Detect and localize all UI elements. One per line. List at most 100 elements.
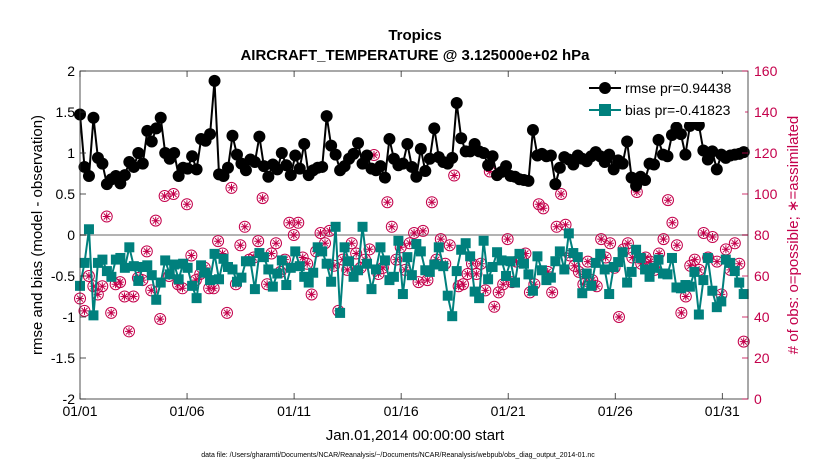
obs-possible-marker <box>100 210 113 223</box>
obs-assimilated-asterisk <box>708 233 717 241</box>
obs-assimilated-marker <box>459 280 468 289</box>
obs-assimilated-asterisk <box>427 198 436 207</box>
obs-possible-marker <box>501 233 514 246</box>
obs-assimilated-asterisk <box>365 245 374 254</box>
obs-assimilated-marker <box>668 218 677 227</box>
obs-possible-marker <box>158 190 171 203</box>
obs-assimilated-asterisk <box>329 261 338 270</box>
bias-point <box>424 266 435 277</box>
rmse-point <box>410 170 423 183</box>
obs-assimilated-asterisk <box>735 259 744 268</box>
obs-possible-marker <box>675 306 688 319</box>
obs-assimilated-marker <box>686 261 695 270</box>
bias-point <box>326 276 337 287</box>
obs-assimilated-marker <box>721 245 730 254</box>
obs-assimilated-marker <box>490 302 499 311</box>
rmse-point <box>132 147 145 159</box>
bias-point <box>451 266 462 277</box>
obs-assimilated-asterisk <box>677 308 686 317</box>
bias-point <box>653 254 664 265</box>
obs-assimilated-asterisk <box>111 280 120 289</box>
obs-assimilated-asterisk <box>396 243 405 252</box>
bias-point <box>124 242 135 253</box>
obs-assimilated-asterisk <box>258 194 267 203</box>
x-axis-label: Jan.01,2014 00:00:00 start <box>326 427 505 444</box>
obs-assimilated-marker <box>156 315 165 324</box>
obs-assimilated-asterisk <box>485 167 494 176</box>
chart-title: Tropics <box>388 27 441 44</box>
rmse-point <box>361 149 374 162</box>
bias-point <box>106 271 117 282</box>
rmse-point <box>526 124 539 137</box>
obs-possible-marker <box>180 198 193 211</box>
obs-assimilated-marker <box>739 337 748 346</box>
y-tick-label: -0.5 <box>51 268 75 284</box>
obs-assimilated-asterisk <box>169 190 178 198</box>
rmse-point <box>352 137 365 150</box>
obs-assimilated-marker <box>343 265 352 274</box>
bias-point <box>388 271 399 282</box>
bias-point <box>164 269 175 280</box>
obs-assimilated-marker <box>681 292 690 301</box>
rmse-point <box>522 174 535 187</box>
obs-assimilated-marker <box>298 253 307 262</box>
obs-assimilated-asterisk <box>227 183 236 192</box>
obs-assimilated-asterisk <box>450 171 459 180</box>
obs-assimilated-marker <box>539 204 548 213</box>
bias-point <box>572 252 583 263</box>
obs-assimilated-asterisk <box>383 198 392 207</box>
y2-axis-label: # of obs: o=possible; ∗=assimilated <box>785 116 802 355</box>
obs-assimilated-asterisk <box>84 272 93 280</box>
obs-assimilated-marker <box>321 239 329 248</box>
rmse-point <box>275 147 288 159</box>
chart-subtitle: AIRCRAFT_TEMPERATURE @ 3.125000e+02 hPa <box>240 47 590 64</box>
obs-assimilated-asterisk <box>423 276 432 285</box>
obs-assimilated-marker <box>84 272 93 280</box>
rmse-point <box>621 135 634 148</box>
bias-point <box>272 268 283 279</box>
rmse-point <box>262 170 275 183</box>
rmse-point <box>78 160 91 173</box>
obs-assimilated-marker <box>436 235 445 244</box>
rmse-point <box>181 162 194 175</box>
bias-point <box>187 280 198 291</box>
obs-possible-marker <box>612 311 625 323</box>
obs-possible-marker <box>604 237 617 250</box>
obs-assimilated-asterisk <box>668 218 677 227</box>
bias-point <box>205 275 216 286</box>
rmse-point <box>320 110 333 123</box>
obs-possible-marker <box>269 237 282 250</box>
rmse-point <box>639 174 652 187</box>
rmse-point <box>168 147 181 159</box>
obs-assimilated-asterisk <box>236 241 245 250</box>
obs-assimilated-marker <box>80 306 89 315</box>
bias-point <box>209 248 220 259</box>
obs-possible-marker <box>666 216 679 229</box>
obs-assimilated-asterisk <box>499 280 508 289</box>
obs-assimilated-marker <box>191 276 200 285</box>
bias-point <box>79 257 90 268</box>
y2-tick-label: 160 <box>754 63 778 79</box>
bias-point <box>258 252 269 263</box>
bias-point <box>738 289 749 300</box>
obs-assimilated-marker <box>187 251 196 260</box>
bias-point <box>169 259 180 270</box>
bias-point <box>370 264 381 275</box>
rmse-point <box>150 122 163 135</box>
rmse-point <box>419 165 432 178</box>
bias-point <box>236 272 247 283</box>
obs-assimilated-asterisk <box>570 261 579 270</box>
bias-point <box>550 256 561 267</box>
obs-assimilated-asterisk <box>387 222 396 231</box>
obs-assimilated-marker <box>120 292 129 301</box>
obs-possible-marker <box>546 286 559 299</box>
obs-assimilated-asterisk <box>641 253 650 262</box>
rmse-point <box>87 111 100 124</box>
bias-point <box>622 277 633 288</box>
obs-assimilated-marker <box>637 259 646 268</box>
obs-assimilated-marker <box>289 231 298 239</box>
bias-point <box>649 262 660 273</box>
bias-point <box>640 264 651 275</box>
bias-point <box>182 262 193 273</box>
